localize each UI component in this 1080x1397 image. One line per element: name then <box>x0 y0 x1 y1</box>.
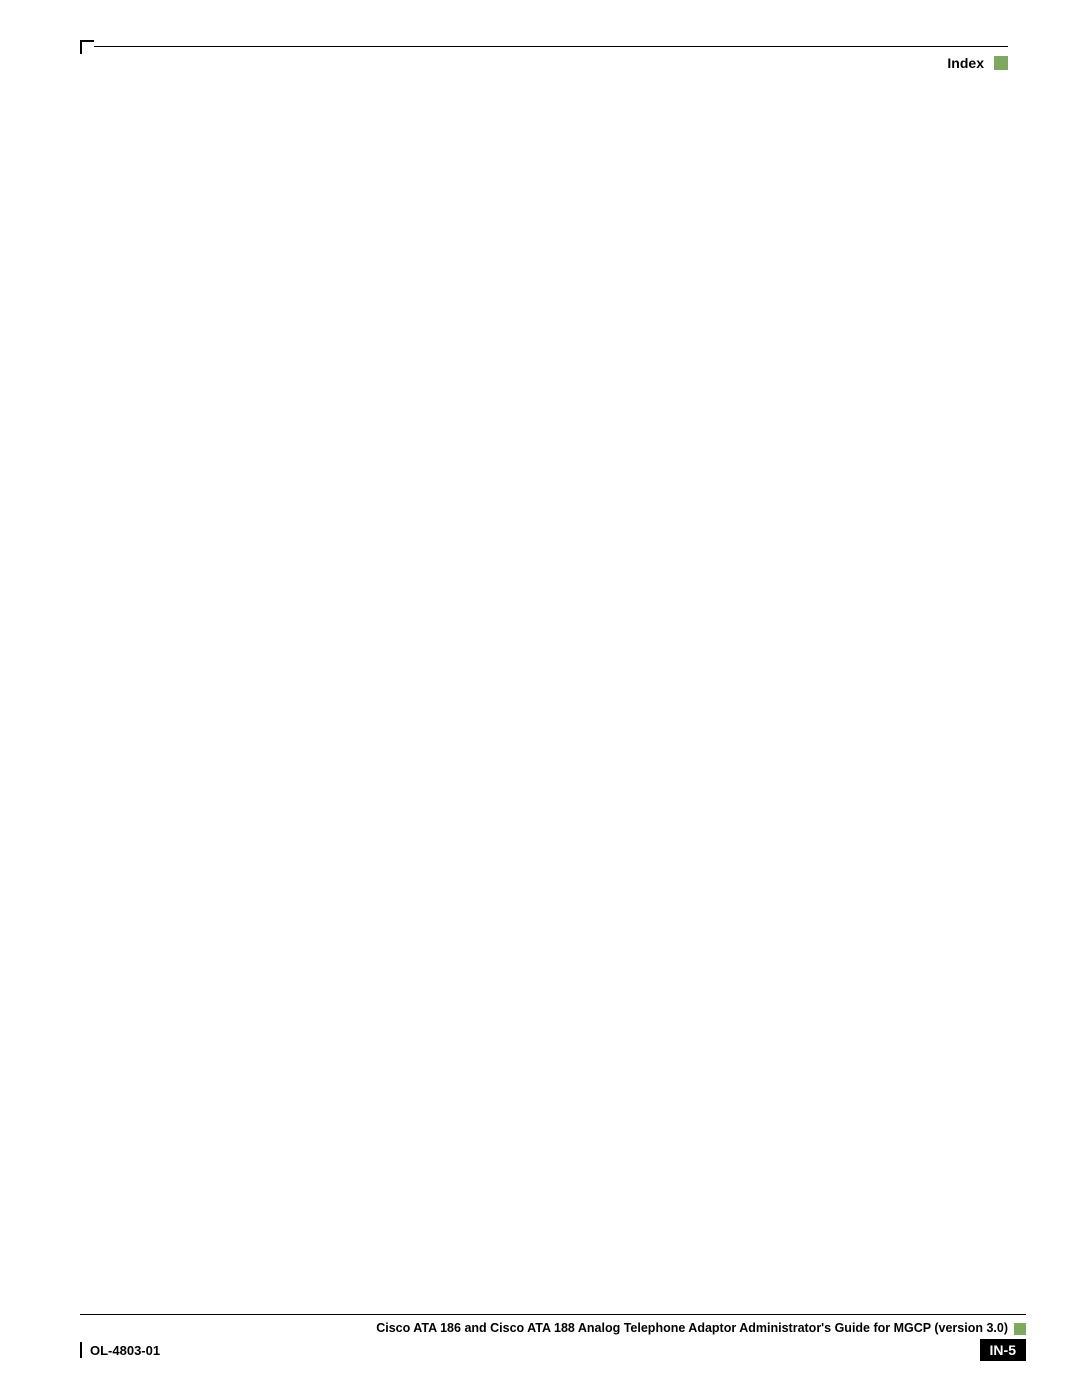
content-columns <box>80 135 1008 1287</box>
page-number-badge: IN-5 <box>980 1339 1026 1361</box>
header: Index <box>947 55 1008 71</box>
header-rule <box>94 46 1008 47</box>
footer-rule <box>80 1314 1026 1315</box>
footer-bottom-row: OL-4803-01 IN-5 <box>80 1339 1026 1361</box>
page: Index Cisco ATA 186 and Cisco ATA 188 An… <box>0 0 1080 1397</box>
vertical-bar-icon <box>80 1342 82 1358</box>
footer: Cisco ATA 186 and Cisco ATA 188 Analog T… <box>80 1314 1026 1361</box>
footer-square-icon <box>1014 1323 1026 1335</box>
column-left <box>80 135 521 1287</box>
footer-title-row: Cisco ATA 186 and Cisco ATA 188 Analog T… <box>80 1321 1026 1335</box>
footer-title: Cisco ATA 186 and Cisco ATA 188 Analog T… <box>80 1321 1014 1335</box>
header-label: Index <box>947 55 984 71</box>
doc-id: OL-4803-01 <box>90 1343 160 1358</box>
column-right <box>567 135 1008 1287</box>
header-square-icon <box>994 56 1008 70</box>
crop-mark-icon <box>80 40 94 54</box>
doc-id-wrap: OL-4803-01 <box>80 1342 160 1358</box>
